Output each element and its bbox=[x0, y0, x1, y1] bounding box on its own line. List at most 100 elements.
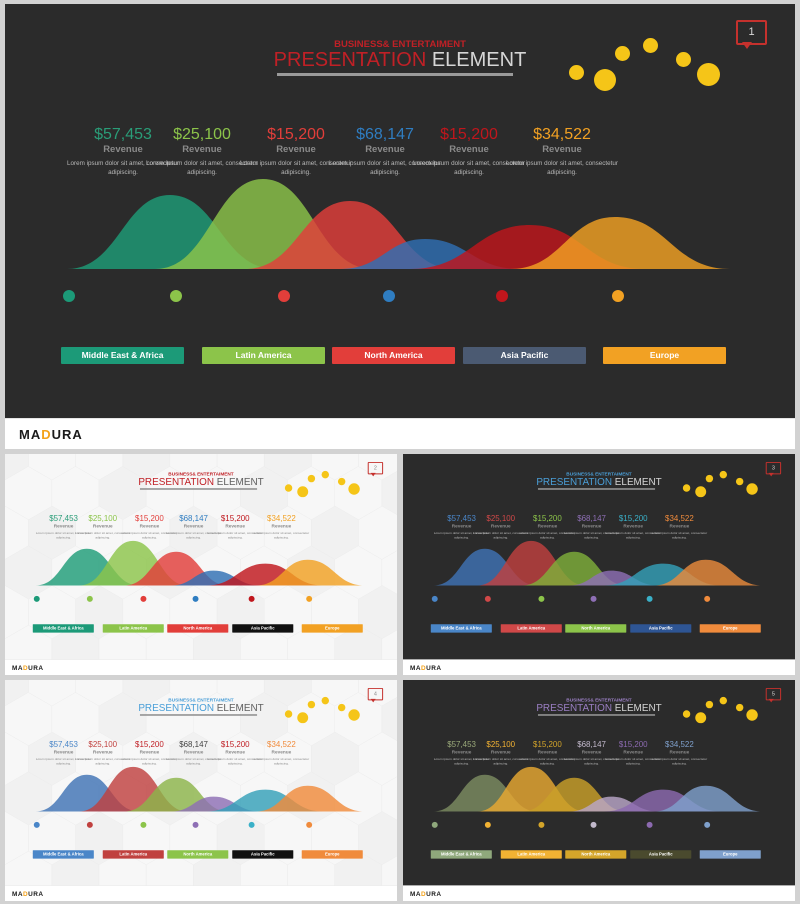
marker-dot bbox=[431, 821, 438, 828]
comment-icon-tail bbox=[768, 472, 774, 477]
region-label: Asia Pacific bbox=[232, 624, 294, 633]
revenue-label: Revenue bbox=[490, 523, 511, 529]
region-label: Latin America bbox=[102, 624, 164, 633]
main-slide[interactable]: BUSINESS& ENTERTAIMENT PRESENTATION ELEME… bbox=[5, 4, 795, 449]
revenue-description: Lorem ipsum dolor sit amet, consectetur … bbox=[35, 531, 92, 540]
madura-logo: MADURA bbox=[410, 890, 442, 897]
logo-part: URA bbox=[426, 663, 442, 672]
slide-stage: BUSINESS& ENTERTAIMENT PRESENTATION ELEME… bbox=[403, 680, 795, 886]
title-underline bbox=[277, 73, 513, 76]
region-label: Asia Pacific bbox=[232, 850, 294, 859]
revenue-value: $15,200 bbox=[618, 740, 648, 749]
region-label: Latin America bbox=[102, 850, 164, 859]
title-accent-word: PRESENTATION bbox=[138, 476, 215, 488]
marker-dot bbox=[484, 595, 491, 602]
mountain-shape bbox=[510, 217, 730, 269]
revenue-stat: $34,522 Revenue Lorem ipsum dolor sit amet… bbox=[650, 515, 710, 540]
madura-logo: MADURA bbox=[410, 664, 442, 671]
marker-dot bbox=[86, 821, 93, 828]
revenue-description: Lorem ipsum dolor sit amet, consectetur … bbox=[67, 160, 179, 176]
decorative-bubble bbox=[284, 484, 293, 492]
region-label: Europe bbox=[699, 850, 761, 859]
revenue-label: Revenue bbox=[669, 523, 690, 529]
revenue-value: $15,200 bbox=[220, 740, 250, 749]
marker-dot bbox=[590, 595, 597, 602]
revenue-value: $68,147 bbox=[179, 740, 208, 749]
marker-dot bbox=[704, 595, 711, 602]
madura-logo: MADURA bbox=[12, 664, 44, 671]
region-label: Europe bbox=[301, 624, 363, 633]
revenue-label: Revenue bbox=[139, 523, 160, 529]
thumbnail-slide-3[interactable]: BUSINESS& ENTERTAIMENT PRESENTATION ELEME… bbox=[403, 454, 795, 675]
region-label: Asia Pacific bbox=[630, 624, 692, 633]
thumbnail-slide-5[interactable]: BUSINESS& ENTERTAIMENT PRESENTATION ELEME… bbox=[403, 680, 795, 901]
title-accent-word: PRESENTATION bbox=[536, 476, 613, 488]
marker-dot bbox=[612, 290, 624, 302]
revenue-description: Lorem ipsum dolor sit amet, consectetur … bbox=[121, 531, 178, 540]
slide-supertitle: BUSINESS& ENTERTAIMENT bbox=[334, 39, 466, 50]
revenue-description: Lorem ipsum dolor sit amet, consectetur … bbox=[121, 757, 178, 766]
revenue-value: $15,200 bbox=[618, 514, 648, 523]
marker-dot bbox=[306, 595, 313, 602]
slide-title: PRESENTATION ELEMENT bbox=[5, 702, 397, 713]
decorative-bubble bbox=[321, 696, 329, 705]
revenue-stat: $57,453 Revenue Lorem ipsum dolor sit amet… bbox=[34, 515, 94, 540]
title-underline bbox=[139, 488, 258, 490]
region-label: Middle East & Africa bbox=[430, 850, 492, 859]
decorative-bubble bbox=[735, 477, 744, 486]
revenue-stat: $68,147 Revenue Lorem ipsum dolor sit amet… bbox=[164, 515, 224, 540]
thumbnail-slide-2[interactable]: BUSINESS& ENTERTAIMENT PRESENTATION ELEME… bbox=[5, 454, 397, 675]
marker-dot bbox=[140, 595, 147, 602]
revenue-stat: $15,200 Revenue Lorem ipsum dolor sit amet… bbox=[205, 515, 265, 540]
revenue-description: Lorem ipsum dolor sit amet, consectetur … bbox=[651, 757, 708, 766]
marker-dot bbox=[646, 821, 653, 828]
region-label: North America bbox=[565, 850, 627, 859]
revenue-value: $34,522 bbox=[267, 514, 296, 523]
marker-dot bbox=[484, 821, 491, 828]
slide-title: PRESENTATION ELEMENT bbox=[403, 702, 795, 713]
slide-footer: MADURA bbox=[5, 659, 397, 675]
revenue-label: Revenue bbox=[623, 749, 644, 755]
revenue-description: Lorem ipsum dolor sit amet, consectetur … bbox=[165, 531, 222, 540]
thumbnail-slide-4[interactable]: BUSINESS& ENTERTAIMENT PRESENTATION ELEME… bbox=[5, 680, 397, 901]
revenue-value: $15,200 bbox=[533, 740, 562, 749]
revenue-label: Revenue bbox=[276, 144, 316, 155]
revenue-stat: $15,200 Revenue Lorem ipsum dolor sit amet… bbox=[603, 741, 663, 766]
revenue-stat: $34,522 Revenue Lorem ipsum dolor sit amet… bbox=[252, 515, 312, 540]
revenue-value: $34,522 bbox=[267, 740, 296, 749]
revenue-label: Revenue bbox=[537, 749, 558, 755]
revenue-stat: $57,453 Revenue Lorem ipsum dolor sit amet… bbox=[432, 515, 492, 540]
revenue-description: Lorem ipsum dolor sit amet, consectetur … bbox=[519, 531, 576, 540]
revenue-label: Revenue bbox=[365, 144, 405, 155]
revenue-label: Revenue bbox=[103, 144, 143, 155]
revenue-value: $57,453 bbox=[49, 740, 78, 749]
revenue-label: Revenue bbox=[92, 523, 113, 529]
logo-accent-letter: D bbox=[22, 663, 29, 672]
mountain-shape bbox=[255, 785, 365, 812]
decorative-bubble bbox=[695, 486, 707, 498]
revenue-value: $25,100 bbox=[173, 126, 231, 143]
mountain-shape bbox=[653, 559, 763, 586]
region-label: Middle East & Africa bbox=[32, 624, 94, 633]
title-accent-word: PRESENTATION bbox=[138, 702, 215, 714]
marker-dot bbox=[192, 821, 199, 828]
slide-footer: MADURA bbox=[403, 885, 795, 901]
revenue-stat: $25,100 Revenue Lorem ipsum dolor sit amet… bbox=[142, 126, 262, 177]
revenue-description: Lorem ipsum dolor sit amet, consectetur … bbox=[74, 757, 131, 766]
revenue-description: Lorem ipsum dolor sit amet, consectetur … bbox=[165, 757, 222, 766]
decorative-bubble bbox=[746, 709, 758, 721]
revenue-label: Revenue bbox=[581, 523, 602, 529]
hexagon-shape bbox=[381, 776, 397, 822]
revenue-stat: $57,453 Revenue Lorem ipsum dolor sit amet… bbox=[63, 126, 183, 177]
revenue-value: $25,100 bbox=[88, 514, 118, 523]
logo-part: MA bbox=[11, 889, 23, 898]
revenue-description: Lorem ipsum dolor sit amet, consectetur … bbox=[413, 160, 525, 176]
revenue-value: $68,147 bbox=[577, 740, 606, 749]
revenue-label: Revenue bbox=[183, 749, 204, 755]
revenue-description: Lorem ipsum dolor sit amet, consectetur … bbox=[651, 531, 708, 540]
revenue-label: Revenue bbox=[53, 523, 74, 529]
decorative-bubble bbox=[675, 51, 691, 67]
slide-stage: BUSINESS& ENTERTAIMENT PRESENTATION ELEME… bbox=[5, 4, 795, 418]
revenue-stat: $68,147 Revenue Lorem ipsum dolor sit amet… bbox=[562, 741, 622, 766]
revenue-label: Revenue bbox=[271, 523, 292, 529]
